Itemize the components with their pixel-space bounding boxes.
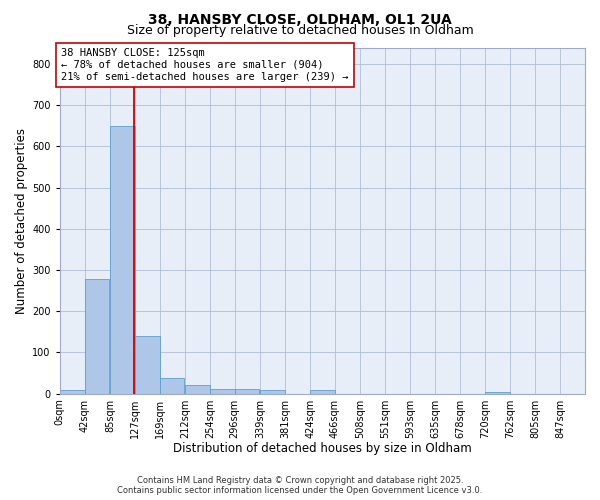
Y-axis label: Number of detached properties: Number of detached properties [15,128,28,314]
Bar [59,390,85,394]
Text: 38 HANSBY CLOSE: 125sqm
← 78% of detached houses are smaller (904)
21% of semi-d: 38 HANSBY CLOSE: 125sqm ← 78% of detache… [61,48,349,82]
Bar [485,392,510,394]
Bar [110,126,135,394]
Text: Size of property relative to detached houses in Oldham: Size of property relative to detached ho… [127,24,473,37]
Bar [235,390,259,394]
Bar [135,336,160,394]
Bar [260,390,285,394]
Bar [185,386,210,394]
Bar [210,388,235,394]
X-axis label: Distribution of detached houses by size in Oldham: Distribution of detached houses by size … [173,442,472,455]
Bar [85,280,109,394]
Bar [160,378,184,394]
Text: 38, HANSBY CLOSE, OLDHAM, OL1 2UA: 38, HANSBY CLOSE, OLDHAM, OL1 2UA [148,12,452,26]
Text: Contains HM Land Registry data © Crown copyright and database right 2025.
Contai: Contains HM Land Registry data © Crown c… [118,476,482,495]
Bar [310,390,335,394]
